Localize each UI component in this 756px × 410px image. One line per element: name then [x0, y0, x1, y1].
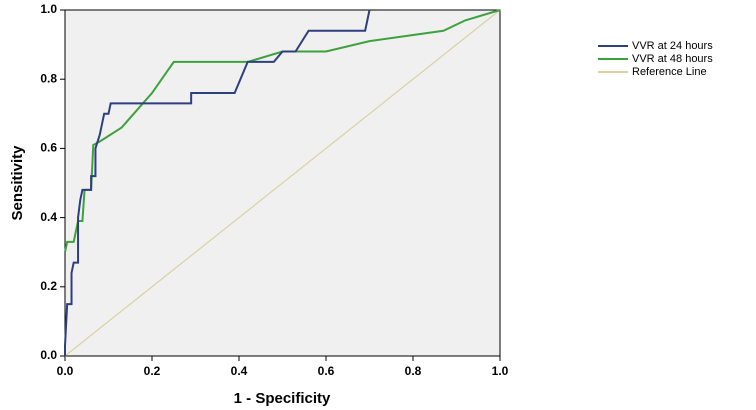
x-tick-label: 0.0	[57, 364, 74, 378]
y-tick-label: 0.4	[40, 210, 57, 224]
series-line	[64, 9, 371, 356]
x-tick-label: 0.4	[231, 364, 248, 378]
x-tick-label: 0.2	[144, 364, 161, 378]
legend-label: VVR at 24 hours	[632, 40, 713, 52]
series-line	[64, 9, 501, 357]
y-tick-label: 0.6	[40, 141, 57, 155]
x-axis-label: 1 - Specificity	[234, 390, 331, 407]
x-tick-label: 0.8	[405, 364, 422, 378]
x-tick-label: 1.0	[492, 364, 509, 378]
y-axis-label: Sensitivity	[9, 145, 26, 221]
y-tick-label: 0.2	[40, 279, 57, 293]
y-tick-label: 1.0	[40, 2, 57, 16]
y-tick-label: 0.0	[40, 348, 57, 362]
legend-label: Reference Line	[632, 66, 707, 78]
x-tick-label: 0.6	[318, 364, 335, 378]
legend-label: VVR at 48 hours	[632, 53, 713, 65]
y-tick-label: 0.8	[40, 71, 57, 85]
